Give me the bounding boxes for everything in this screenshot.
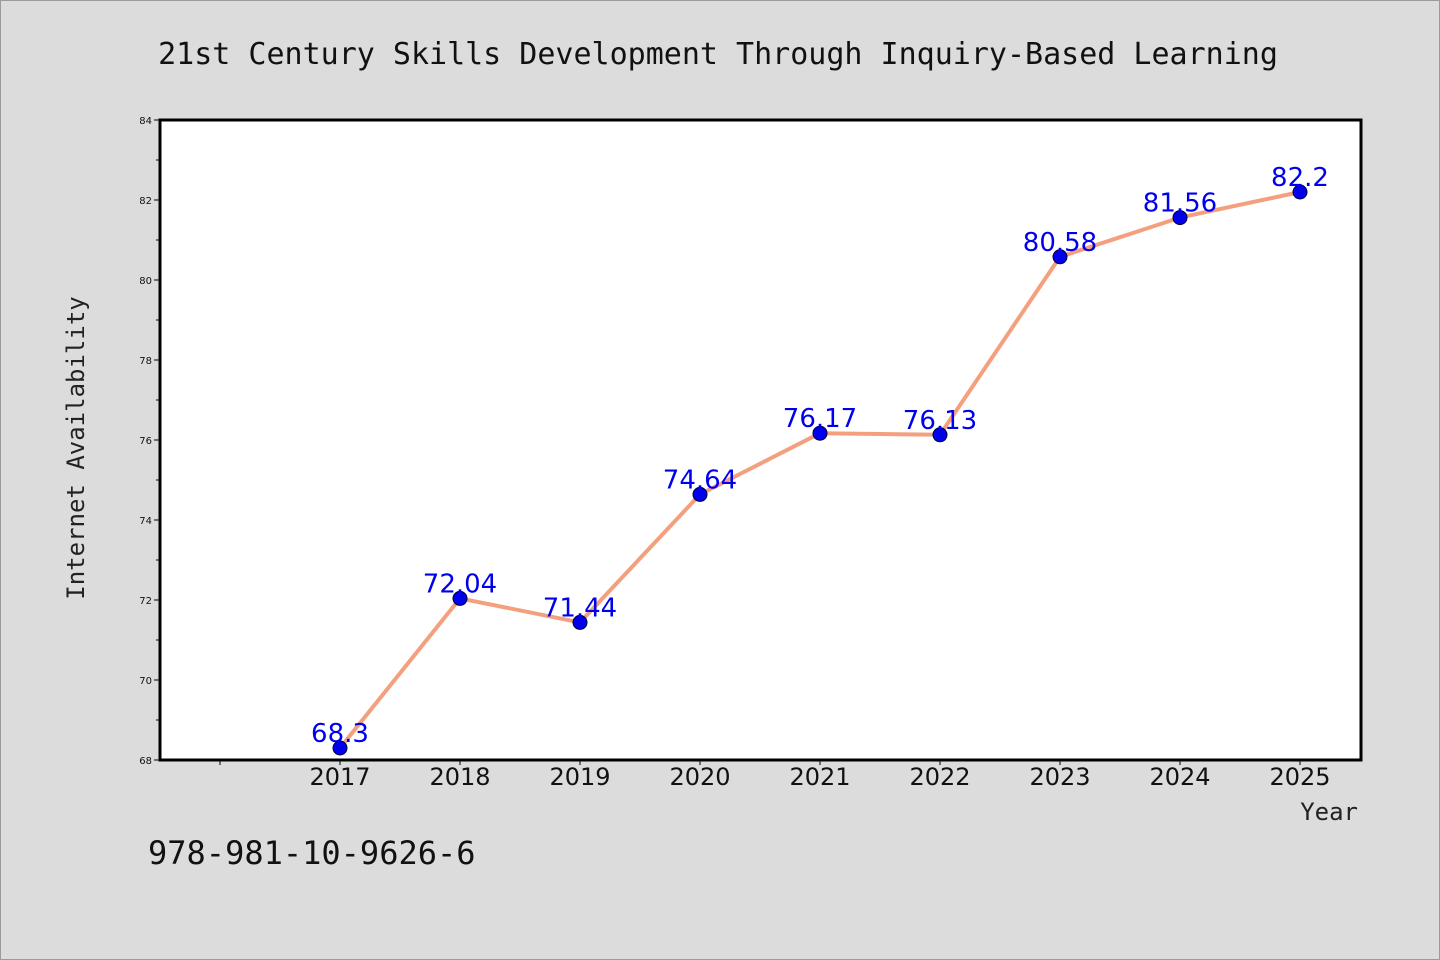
- chart-title: 21st Century Skills Development Through …: [158, 37, 1278, 72]
- x-axis-label: Year: [1300, 798, 1358, 826]
- data-point: [332, 740, 348, 756]
- data-label: 76.13: [903, 406, 977, 436]
- x-tick-label: 2024: [1149, 763, 1210, 791]
- data-label: 81.56: [1143, 189, 1217, 219]
- x-tick-label: 2022: [909, 763, 970, 791]
- data-point: [932, 427, 948, 443]
- y-tick-label: 78: [139, 356, 152, 367]
- y-tick-label: 84: [139, 116, 152, 127]
- y-tick-label: 80: [139, 276, 152, 287]
- data-point: [1172, 210, 1188, 226]
- y-tick-label: 76: [139, 436, 152, 447]
- data-point: [812, 425, 828, 441]
- y-axis: 68 70 72 74 76 78 80 82 84: [139, 116, 160, 767]
- data-label: 71.44: [543, 593, 617, 623]
- x-tick-label: 2021: [789, 763, 850, 791]
- y-tick-label: 74: [139, 516, 152, 527]
- x-tick-label: 2017: [309, 763, 370, 791]
- data-point: [452, 590, 468, 606]
- data-point: [692, 486, 708, 502]
- data-label: 74.64: [663, 465, 737, 495]
- plot-area: [158, 118, 1363, 762]
- y-tick-label: 72: [139, 596, 152, 607]
- data-label: 82.2: [1271, 163, 1329, 193]
- data-point: [1292, 184, 1308, 200]
- x-tick-label: 2025: [1269, 763, 1330, 791]
- x-axis: 2017 2018 2019 2020 2021 2022 2023 2024 2025: [219, 760, 1331, 791]
- y-tick-label: 70: [139, 676, 152, 687]
- isbn-text: 978-981-10-9626-6: [148, 834, 476, 872]
- x-tick-label: 2018: [429, 763, 490, 791]
- data-label: 72.04: [423, 569, 497, 599]
- data-label: 68.3: [311, 719, 369, 749]
- x-tick-label: 2023: [1029, 763, 1090, 791]
- data-point: [1052, 249, 1068, 265]
- x-tick-label: 2019: [549, 763, 610, 791]
- x-tick-label: 2020: [669, 763, 730, 791]
- data-point: [572, 614, 588, 630]
- data-label: 76.17: [783, 404, 857, 434]
- data-label: 80.58: [1023, 228, 1097, 258]
- y-axis-label: Internet Availability: [62, 296, 90, 599]
- y-tick-label: 82: [139, 196, 152, 207]
- series-group: 68.3 72.04 71.44 74.64 76.17 76.13 80.58 81.56 8…: [311, 163, 1329, 756]
- y-tick-label: 68: [139, 756, 152, 767]
